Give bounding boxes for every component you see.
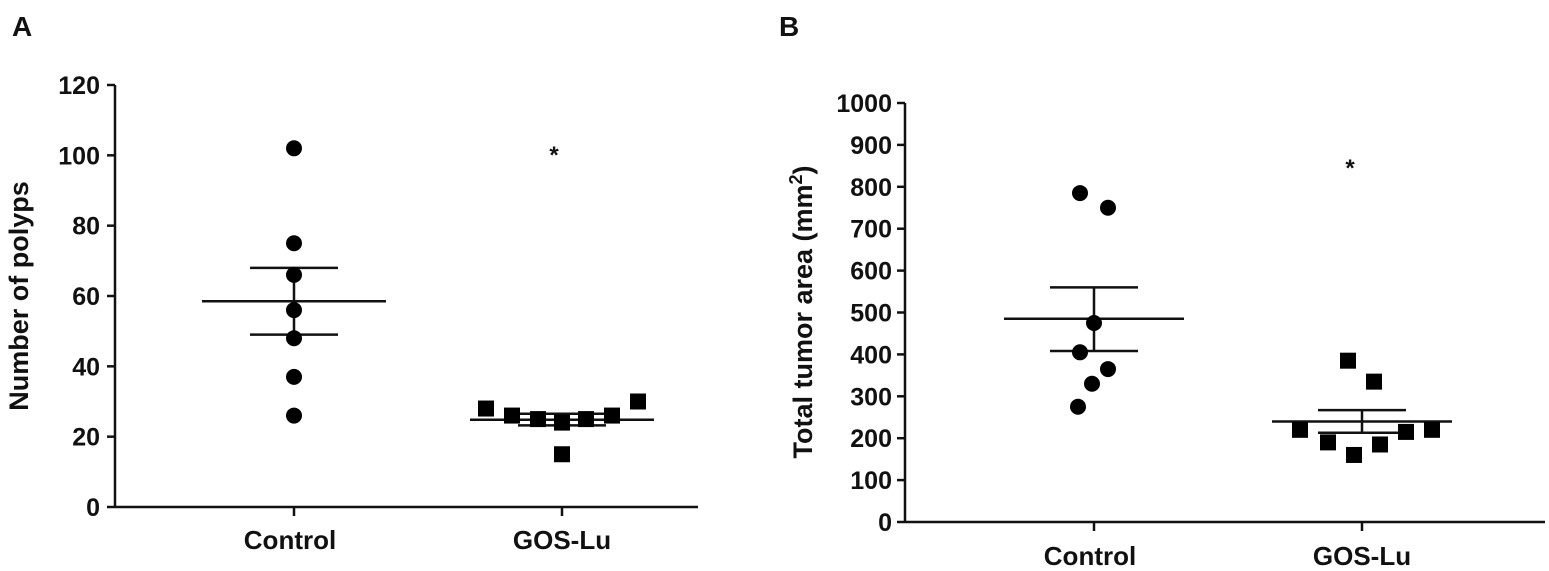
y-tick-label: 60 — [72, 283, 100, 311]
y-axis-title-a: Number of polyps — [4, 181, 34, 411]
y-tick-label: 80 — [72, 213, 100, 241]
data-point-square — [1398, 423, 1414, 440]
data-point-circle — [1100, 361, 1116, 378]
y-tick-label: 100 — [58, 142, 100, 170]
category-label-gos-lu-b: GOS-Lu — [1313, 541, 1411, 571]
data-point-circle — [1100, 199, 1116, 216]
y-tick-label: 100 — [850, 467, 892, 495]
category-label-gos-lu-a: GOS-Lu — [513, 525, 611, 555]
data-point-circle — [286, 330, 302, 347]
data-point-square — [530, 411, 546, 428]
y-axis-title-b: Total tumor area (mm2) — [786, 165, 818, 458]
y-tick-label: 600 — [850, 258, 892, 286]
data-point-square — [1320, 434, 1336, 451]
y-tick-label: 900 — [850, 132, 892, 160]
y-tick-label: 500 — [850, 300, 892, 328]
data-point-circle — [286, 407, 302, 424]
data-point-circle — [1070, 398, 1086, 415]
y-tick-label: 40 — [72, 353, 100, 381]
data-point-circle — [1072, 344, 1088, 361]
category-label-control-b: Control — [1044, 541, 1136, 571]
y-tick-label: 0 — [86, 494, 100, 522]
y-tick-label: 20 — [72, 424, 100, 452]
data-point-circle — [1086, 314, 1102, 331]
panel-label-a: A — [12, 11, 32, 42]
data-point-square — [478, 400, 494, 417]
data-point-circle — [286, 368, 302, 385]
y-tick-label: 0 — [878, 509, 892, 537]
data-point-circle — [286, 235, 302, 252]
data-point-square — [504, 407, 520, 424]
data-point-square — [1340, 352, 1356, 369]
data-point-square — [554, 414, 570, 431]
panel-a: A Number of polyps Control GOS-Lu * 0 20 4… — [4, 11, 698, 555]
y-tick-label: 800 — [850, 174, 892, 202]
y-tick-label: 300 — [850, 383, 892, 411]
data-point-square — [1372, 436, 1388, 453]
data-point-circle — [1072, 185, 1088, 202]
significance-marker-b: * — [1345, 155, 1355, 182]
data-point-square — [554, 446, 570, 463]
category-label-control-a: Control — [244, 525, 336, 555]
data-point-square — [1292, 421, 1308, 438]
data-point-square — [630, 393, 646, 410]
y-tick-label: 1000 — [836, 90, 892, 118]
y-tick-label: 120 — [58, 72, 100, 100]
data-point-square — [578, 411, 594, 428]
y-tick-label: 400 — [850, 341, 892, 369]
data-point-circle — [286, 302, 302, 319]
data-point-circle — [286, 266, 302, 283]
data-point-square — [604, 407, 620, 424]
data-point-circle — [1084, 375, 1100, 392]
significance-marker-a: * — [549, 142, 559, 169]
y-tick-label: 700 — [850, 216, 892, 244]
data-point-circle — [286, 140, 302, 157]
panel-b: B Total tumor area (mm2) Control GOS-Lu … — [779, 11, 1545, 571]
y-tick-label: 200 — [850, 425, 892, 453]
data-point-square — [1424, 421, 1440, 438]
panel-label-b: B — [779, 11, 799, 42]
data-point-square — [1366, 373, 1382, 390]
data-point-square — [1346, 446, 1362, 463]
